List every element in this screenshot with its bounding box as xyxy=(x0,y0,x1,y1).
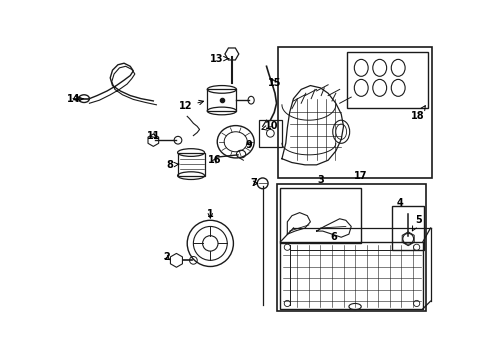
Bar xyxy=(347,53,428,108)
Text: 2: 2 xyxy=(163,252,170,262)
Text: 16: 16 xyxy=(208,155,221,165)
Text: 9: 9 xyxy=(245,140,252,150)
Text: 8: 8 xyxy=(167,160,179,170)
Text: 4: 4 xyxy=(396,198,403,208)
Text: 13: 13 xyxy=(210,54,229,64)
Text: 3: 3 xyxy=(317,175,324,185)
Bar xyxy=(280,242,423,309)
Text: 12: 12 xyxy=(179,100,203,111)
Text: 11: 11 xyxy=(147,131,160,141)
Bar xyxy=(392,206,424,249)
Bar xyxy=(276,184,426,311)
Text: 6: 6 xyxy=(330,232,337,242)
Bar xyxy=(207,89,237,111)
Bar xyxy=(278,47,432,178)
Bar xyxy=(280,188,361,243)
Text: 17: 17 xyxy=(354,171,367,181)
Bar xyxy=(259,120,282,147)
Text: 15: 15 xyxy=(268,78,281,88)
Text: 10: 10 xyxy=(262,121,279,131)
Text: 5: 5 xyxy=(412,215,421,231)
Bar xyxy=(178,153,205,176)
Text: 7: 7 xyxy=(250,178,258,188)
Text: 14: 14 xyxy=(67,94,84,104)
Text: 1: 1 xyxy=(207,209,214,219)
Text: 18: 18 xyxy=(412,106,425,121)
